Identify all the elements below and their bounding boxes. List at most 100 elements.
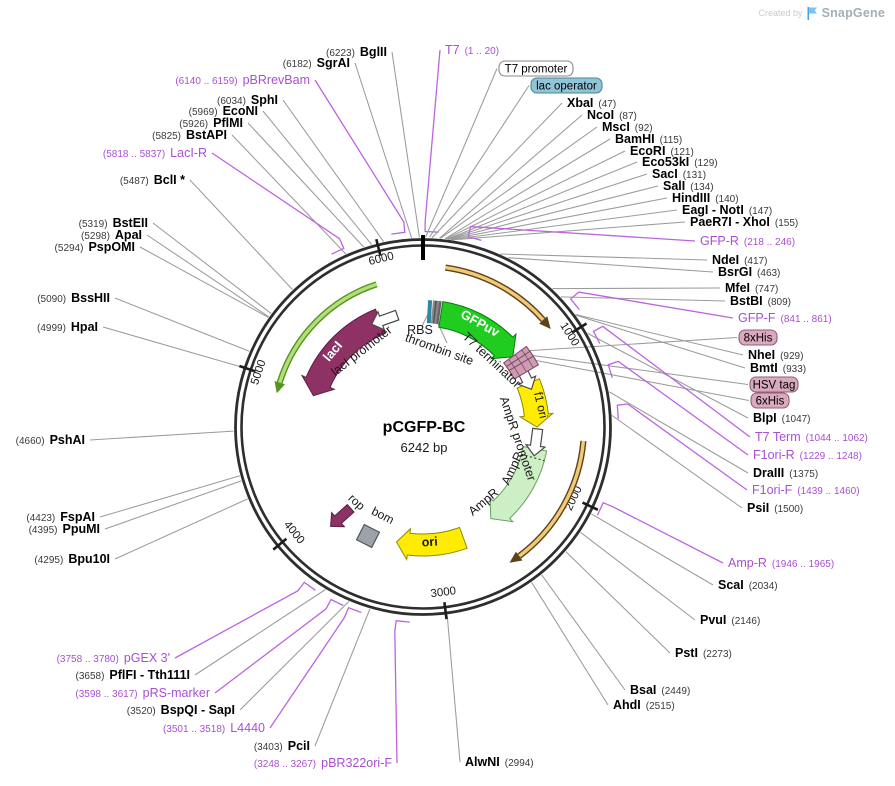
feature-f1-ori[interactable] xyxy=(516,378,555,428)
leader-prs-marker xyxy=(214,598,344,694)
site-label-msci[interactable]: MscI (92) xyxy=(602,120,653,134)
site-label-t7-promoter[interactable]: T7 promoter xyxy=(505,64,568,76)
site-label-eco53ki[interactable]: Eco53kI (129) xyxy=(642,155,718,169)
site-label-bsteii[interactable]: (5319) BstEII xyxy=(79,216,148,230)
feature-laci-orf-arrow-head xyxy=(274,381,285,394)
site-label-pbrrevbam[interactable]: (6140 .. 6159) pBRrevBam xyxy=(175,73,310,87)
site-label-scai[interactable]: ScaI (2034) xyxy=(718,578,778,592)
site-label-8xhis[interactable]: 8xHis xyxy=(744,333,773,345)
site-label-nhei[interactable]: NheI (929) xyxy=(748,348,803,362)
site-label-bstbi[interactable]: BstBI (809) xyxy=(730,294,791,308)
site-label-blpi[interactable]: BlpI (1047) xyxy=(753,411,811,425)
site-label-bmti[interactable]: BmtI (933) xyxy=(750,361,806,375)
site-label-hsv-tag[interactable]: HSV tag xyxy=(753,380,796,392)
site-label-bamhi[interactable]: BamHI (115) xyxy=(615,132,682,146)
site-label-pvui[interactable]: PvuI (2146) xyxy=(700,613,760,627)
feature-rbs-thrombin-bars-4[interactable] xyxy=(436,301,442,325)
feature-rbs-thrombin-bars-0[interactable] xyxy=(426,300,433,324)
site-label-gfp-f[interactable]: GFP-F (841 .. 861) xyxy=(738,311,832,325)
site-label-alwni[interactable]: AlwNI (2994) xyxy=(465,755,534,769)
site-label-l4440[interactable]: (3501 .. 3518) L4440 xyxy=(163,721,265,735)
site-label-pflfi-tth111i[interactable]: (3658) PflFI - Tth111I xyxy=(76,668,190,682)
feature-ori[interactable] xyxy=(395,526,468,562)
leader-draiii xyxy=(608,391,749,474)
site-label-lac-operator[interactable]: lac operator xyxy=(536,81,597,93)
site-label-bstapi[interactable]: (5825) BstAPI xyxy=(152,128,227,142)
site-label-ppumi[interactable]: (4395) PpuMI xyxy=(29,522,100,536)
site-label-sgrai[interactable]: (6182) SgrAI xyxy=(283,56,350,70)
site-label-sphi[interactable]: (6034) SphI xyxy=(217,93,278,107)
site-label-pbr322ori-f[interactable]: (3248 .. 3267) pBR322ori-F xyxy=(254,756,392,770)
site-label-hpai[interactable]: (4999) HpaI xyxy=(37,320,98,334)
site-label-pcii[interactable]: (3403) PciI xyxy=(254,739,310,753)
site-label-ecori[interactable]: EcoRI (121) xyxy=(630,144,694,158)
feature-ampr-signal-boundary xyxy=(521,453,545,462)
feature-connector-0 xyxy=(421,313,429,327)
site-label-t7[interactable]: T7 (1 .. 20) xyxy=(445,43,499,57)
feature-rbs-thrombin-bars-1[interactable] xyxy=(430,300,436,324)
leader-mfei xyxy=(552,287,721,290)
site-label-f1ori-f[interactable]: F1ori-F (1439 .. 1460) xyxy=(752,483,860,497)
site-label-saci[interactable]: SacI (131) xyxy=(652,167,706,181)
site-label-laci-r[interactable]: (5818 .. 5837) LacI-R xyxy=(103,146,207,160)
feature-bom[interactable] xyxy=(355,523,381,549)
site-label-bglii[interactable]: (6223) BglII xyxy=(326,45,387,59)
leader-paer7i-xhoi xyxy=(452,221,686,241)
leader-pflmi xyxy=(247,122,365,248)
site-label-bsshii[interactable]: (5090) BssHII xyxy=(37,291,110,305)
site-label-6xhis[interactable]: 6xHis xyxy=(756,396,785,408)
leader-pbrrevbam xyxy=(314,79,406,235)
site-label-draiii[interactable]: DraIII (1375) xyxy=(753,466,818,480)
site-label-ncoi[interactable]: NcoI (87) xyxy=(587,108,637,122)
site-label-eagi-noti[interactable]: EagI - NotI (147) xyxy=(682,203,772,217)
tick-6000 xyxy=(375,238,382,257)
site-label-bpu10i[interactable]: (4295) Bpu10I xyxy=(34,552,110,566)
site-label-t7-promoter-box[interactable] xyxy=(498,60,574,77)
site-label-econi[interactable]: (5969) EcoNI xyxy=(189,104,258,118)
site-label-bcli[interactable]: (5487) BclI * xyxy=(120,173,185,187)
feature-ampr-promoter-arrow[interactable] xyxy=(524,427,547,457)
leader-psii xyxy=(611,415,743,509)
site-label-f1ori-r[interactable]: F1ori-R (1229 .. 1248) xyxy=(753,448,862,462)
site-label-psti[interactable]: PstI (2273) xyxy=(675,646,732,660)
site-label-mfei[interactable]: MfeI (747) xyxy=(725,281,778,295)
feature-rbs-thrombin-bars-3[interactable] xyxy=(434,300,440,324)
feature-laci-promoter-arrow[interactable] xyxy=(369,306,401,333)
site-label-paer7i-xhoi[interactable]: PaeR7I - XhoI (155) xyxy=(690,215,798,229)
site-label-pgex-3[interactable]: (3758 .. 3780) pGEX 3' xyxy=(57,651,170,665)
site-label-amp-r[interactable]: Amp-R (1946 .. 1965) xyxy=(728,556,834,570)
site-label-bsrgi[interactable]: BsrGI (463) xyxy=(718,265,780,279)
site-label-pshai[interactable]: (4660) PshAI xyxy=(16,433,85,447)
site-label-ndei[interactable]: NdeI (417) xyxy=(712,253,767,267)
leader-pcii xyxy=(314,608,371,747)
site-label-hindiii[interactable]: HindIII (140) xyxy=(672,191,739,205)
feature-his-hsv-tag-boxes-2[interactable] xyxy=(508,355,540,380)
leader-amp-r xyxy=(596,501,724,564)
site-label-8xhis-box[interactable] xyxy=(738,329,778,346)
feature-ampr[interactable] xyxy=(489,445,548,523)
site-label-bspqi-sapi[interactable]: (3520) BspQI - SapI xyxy=(127,703,235,717)
site-label-prs-marker[interactable]: (3598 .. 3617) pRS-marker xyxy=(75,686,210,700)
feature-laci[interactable] xyxy=(300,308,386,397)
site-label-xbai[interactable]: XbaI (47) xyxy=(567,96,616,110)
site-label-gfp-r[interactable]: GFP-R (218 .. 246) xyxy=(700,234,795,248)
site-label-bsai[interactable]: BsaI (2449) xyxy=(630,683,690,697)
site-label-t7-term[interactable]: T7 Term (1044 .. 1062) xyxy=(755,430,868,444)
site-label-lac-operator-box[interactable] xyxy=(530,77,603,94)
feature-rbs-thrombin-bars-2[interactable] xyxy=(432,300,438,324)
site-label-fspai[interactable]: (4423) FspAI xyxy=(26,510,95,524)
leader-ndei xyxy=(500,253,708,261)
site-label-pspomi[interactable]: (5294) PspOMI xyxy=(55,240,135,254)
site-label-ahdi[interactable]: AhdI (2515) xyxy=(613,698,675,712)
leader-gfp-f xyxy=(569,291,734,319)
feature-laci-orf-arrow-inner xyxy=(278,282,378,384)
site-label-apai[interactable]: (5298) ApaI xyxy=(81,228,142,242)
site-label-hsv-tag-box[interactable] xyxy=(749,376,799,393)
site-label-sali[interactable]: SalI (134) xyxy=(663,179,714,193)
site-label-pflmi[interactable]: (5926) PflMI xyxy=(179,116,243,130)
snapgene-brand: SnapGene xyxy=(821,6,885,20)
feature-rop[interactable] xyxy=(324,501,357,533)
site-label-psii[interactable]: PsiI (1500) xyxy=(747,501,803,515)
site-label-6xhis-box[interactable] xyxy=(750,392,790,409)
leader-hpai xyxy=(102,326,244,369)
